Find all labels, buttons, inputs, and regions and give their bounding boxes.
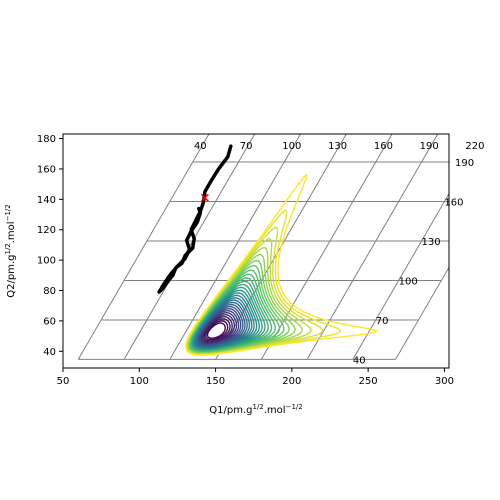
grid-label-q2-0: 40 xyxy=(353,355,366,366)
contour-level-0 xyxy=(206,322,226,339)
y-tick-label-3: 100 xyxy=(37,256,56,267)
x-tick-label-4: 250 xyxy=(359,376,378,387)
contour-level-2 xyxy=(203,318,231,342)
x-tick-label-5: 300 xyxy=(435,376,454,387)
contour-level-4 xyxy=(201,314,235,344)
grid-label-q1-4: 160 xyxy=(374,141,393,152)
y-tick-label-6: 160 xyxy=(37,164,56,175)
x-tick-label-1: 100 xyxy=(130,376,149,387)
grid-label-q1-5: 190 xyxy=(420,141,439,152)
grid-line-q1-2 xyxy=(169,134,302,360)
grid-line-q1-4 xyxy=(260,134,393,360)
grid-line-q1-0 xyxy=(77,134,210,360)
y-tick-label-5: 140 xyxy=(37,195,56,206)
x-tick-label-2: 150 xyxy=(206,376,225,387)
start-marker xyxy=(200,193,209,202)
grid-label-q2-5: 190 xyxy=(455,158,474,169)
grid-label-q1-1: 70 xyxy=(240,141,253,152)
y-tick-label-2: 80 xyxy=(43,286,56,297)
y-tick-label-7: 180 xyxy=(37,134,56,145)
y-tick-label-0: 40 xyxy=(43,347,56,358)
contour-lines xyxy=(185,174,378,356)
grid-label-q1-2: 100 xyxy=(282,141,301,152)
y-tick-label-4: 120 xyxy=(37,225,56,236)
contour-level-3 xyxy=(202,316,233,343)
grid-line-q1-1 xyxy=(123,134,256,360)
y-axis-label: Q2/pm.g1/2.mol−1/2 xyxy=(4,204,17,297)
trajectory-line xyxy=(157,144,233,294)
contour-level-29 xyxy=(185,174,378,356)
grid-label-q2-1: 70 xyxy=(376,316,389,327)
grid-label-q2-2: 100 xyxy=(399,276,418,287)
x-tick-label-0: 50 xyxy=(57,376,70,387)
plot-frame xyxy=(62,133,450,369)
grid-line-q1-6 xyxy=(352,192,449,360)
x-tick-label-3: 200 xyxy=(282,376,301,387)
grid-label-q2-3: 130 xyxy=(422,237,441,248)
grid-label-q2-4: 160 xyxy=(444,198,463,209)
x-axis-ticks: 50 100 150 200 250 300 xyxy=(57,368,454,387)
contour-level-5 xyxy=(200,312,238,345)
plot-area xyxy=(77,134,449,360)
grid-label-q1-0: 40 xyxy=(194,141,207,152)
grid-label-q1-3: 130 xyxy=(328,141,347,152)
grid-label-q1-6: 220 xyxy=(465,141,484,152)
contour-level-1 xyxy=(205,320,229,341)
trajectory-layer xyxy=(157,144,233,294)
x-axis-label: Q1/pm.g1/2.mol−1/2 xyxy=(209,403,302,416)
y-tick-label-1: 60 xyxy=(43,316,56,327)
grid-level-labels: 40 70 100 130 160 190 220 40 70 100 130 160 190 xyxy=(194,141,485,367)
grid-line-q1-7 xyxy=(395,266,449,360)
y-axis-ticks: 40 60 80 100 120 140 160 180 xyxy=(37,134,63,358)
grid-line-q1-5 xyxy=(306,134,439,360)
